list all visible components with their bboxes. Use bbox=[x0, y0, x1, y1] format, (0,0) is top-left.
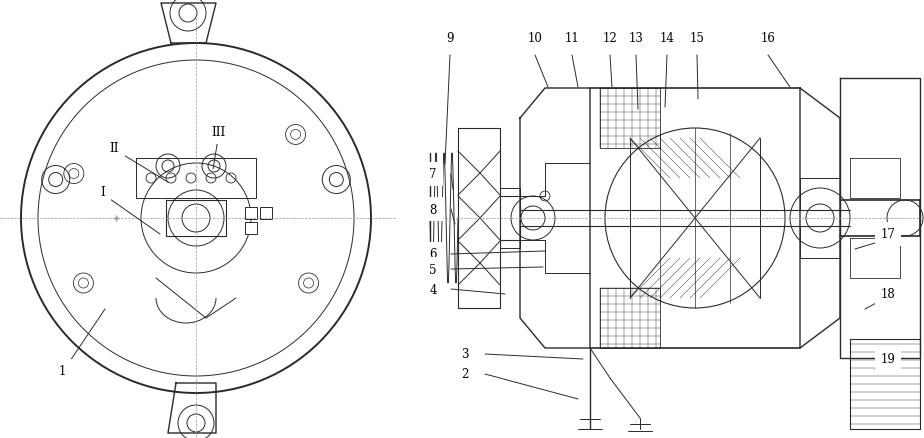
Text: 2: 2 bbox=[461, 367, 468, 381]
Text: 14: 14 bbox=[660, 32, 675, 44]
Text: 15: 15 bbox=[689, 32, 704, 44]
Text: 7: 7 bbox=[430, 168, 437, 181]
Text: 9: 9 bbox=[446, 32, 454, 44]
Text: 17: 17 bbox=[881, 228, 895, 241]
Text: 5: 5 bbox=[430, 263, 437, 276]
Text: 8: 8 bbox=[430, 203, 437, 216]
Text: 1: 1 bbox=[58, 365, 66, 378]
Text: I: I bbox=[101, 186, 105, 199]
Text: 13: 13 bbox=[628, 32, 643, 44]
Bar bbox=[245, 223, 257, 234]
Text: 18: 18 bbox=[881, 288, 895, 301]
Text: 4: 4 bbox=[430, 283, 437, 296]
Text: II: II bbox=[109, 141, 119, 154]
Text: 12: 12 bbox=[602, 32, 617, 44]
Text: 16: 16 bbox=[760, 32, 775, 44]
Text: 10: 10 bbox=[528, 32, 542, 44]
Bar bbox=[260, 208, 272, 219]
Text: 3: 3 bbox=[461, 348, 468, 360]
Text: III: III bbox=[211, 126, 225, 139]
Text: 19: 19 bbox=[881, 353, 895, 366]
Bar bbox=[245, 208, 257, 219]
Text: 11: 11 bbox=[565, 32, 579, 44]
Text: 6: 6 bbox=[430, 248, 437, 261]
